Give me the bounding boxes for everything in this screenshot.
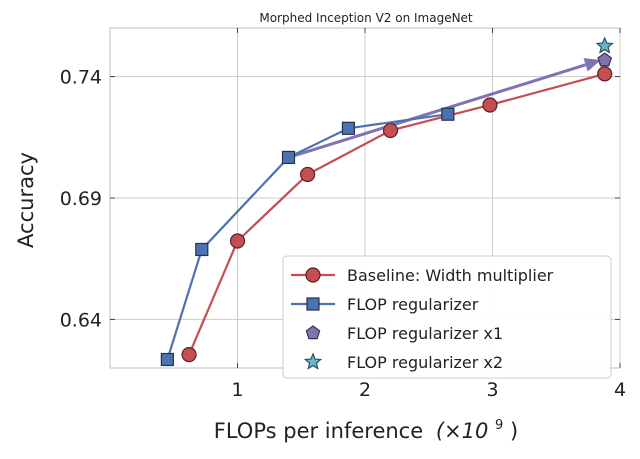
y-axis-label: Accuracy [14,152,38,248]
arrow-head [583,58,601,72]
data-point-flop-regularizer [341,121,356,135]
x-axis-label-exponent: 9 [495,418,503,433]
x-tick-label: 2 [359,379,371,401]
y-tick-label: 0.64 [60,309,102,331]
data-point-baseline-width-multiplier [181,347,197,363]
x-axis-label-close: ) [510,419,518,443]
data-point-flop-regularizer [281,150,296,165]
legend-label: Baseline: Width multiplier [347,266,554,285]
x-tick-label: 3 [486,379,498,401]
legend-label: FLOP regularizer x2 [347,353,503,372]
data-point-flop-regularizer [441,107,455,121]
data-point-baseline-width-multiplier [300,166,316,183]
legend-marker [306,297,320,311]
x-tick-label: 1 [231,379,243,401]
arrow-line [288,63,587,159]
data-point-baseline-width-multiplier [597,66,613,82]
legend-box [282,255,612,379]
y-tick-label: 0.69 [60,188,102,210]
legend-entry: FLOP regularizer [291,295,479,314]
series-line-baseline-width-multiplier [188,72,605,356]
data-point-baseline-width-multiplier [482,97,498,113]
x-axis-label-text: FLOPs per inference [214,419,423,443]
legend-entry: Baseline: Width multiplier [291,266,554,285]
data-point-baseline-width-multiplier [382,122,399,139]
legend-marker [303,352,323,370]
data-point-baseline-width-multiplier [229,233,246,249]
chart-title: Morphed Inception V2 on ImageNet [259,11,473,25]
data-point-flop-regularizer [195,242,209,257]
legend-entry: FLOP regularizer x1 [305,324,503,343]
data-point-flop-regularizer-x1 [597,52,613,67]
legend-label: FLOP regularizer x1 [347,324,503,343]
x-axis-label: FLOPs per inference (×10 9 ) [214,410,518,443]
data-point-flop-regularizer-x2 [595,36,614,54]
legend-marker [305,267,321,283]
x-tick-label: 4 [614,379,626,401]
x-axis-label-unit: (×10 [436,419,489,443]
data-point-flop-regularizer [160,352,174,367]
legend-entry: FLOP regularizer x2 [303,352,503,372]
legend-marker [305,325,321,340]
y-tick-label: 0.74 [60,67,102,89]
legend-label: FLOP regularizer [347,295,479,314]
